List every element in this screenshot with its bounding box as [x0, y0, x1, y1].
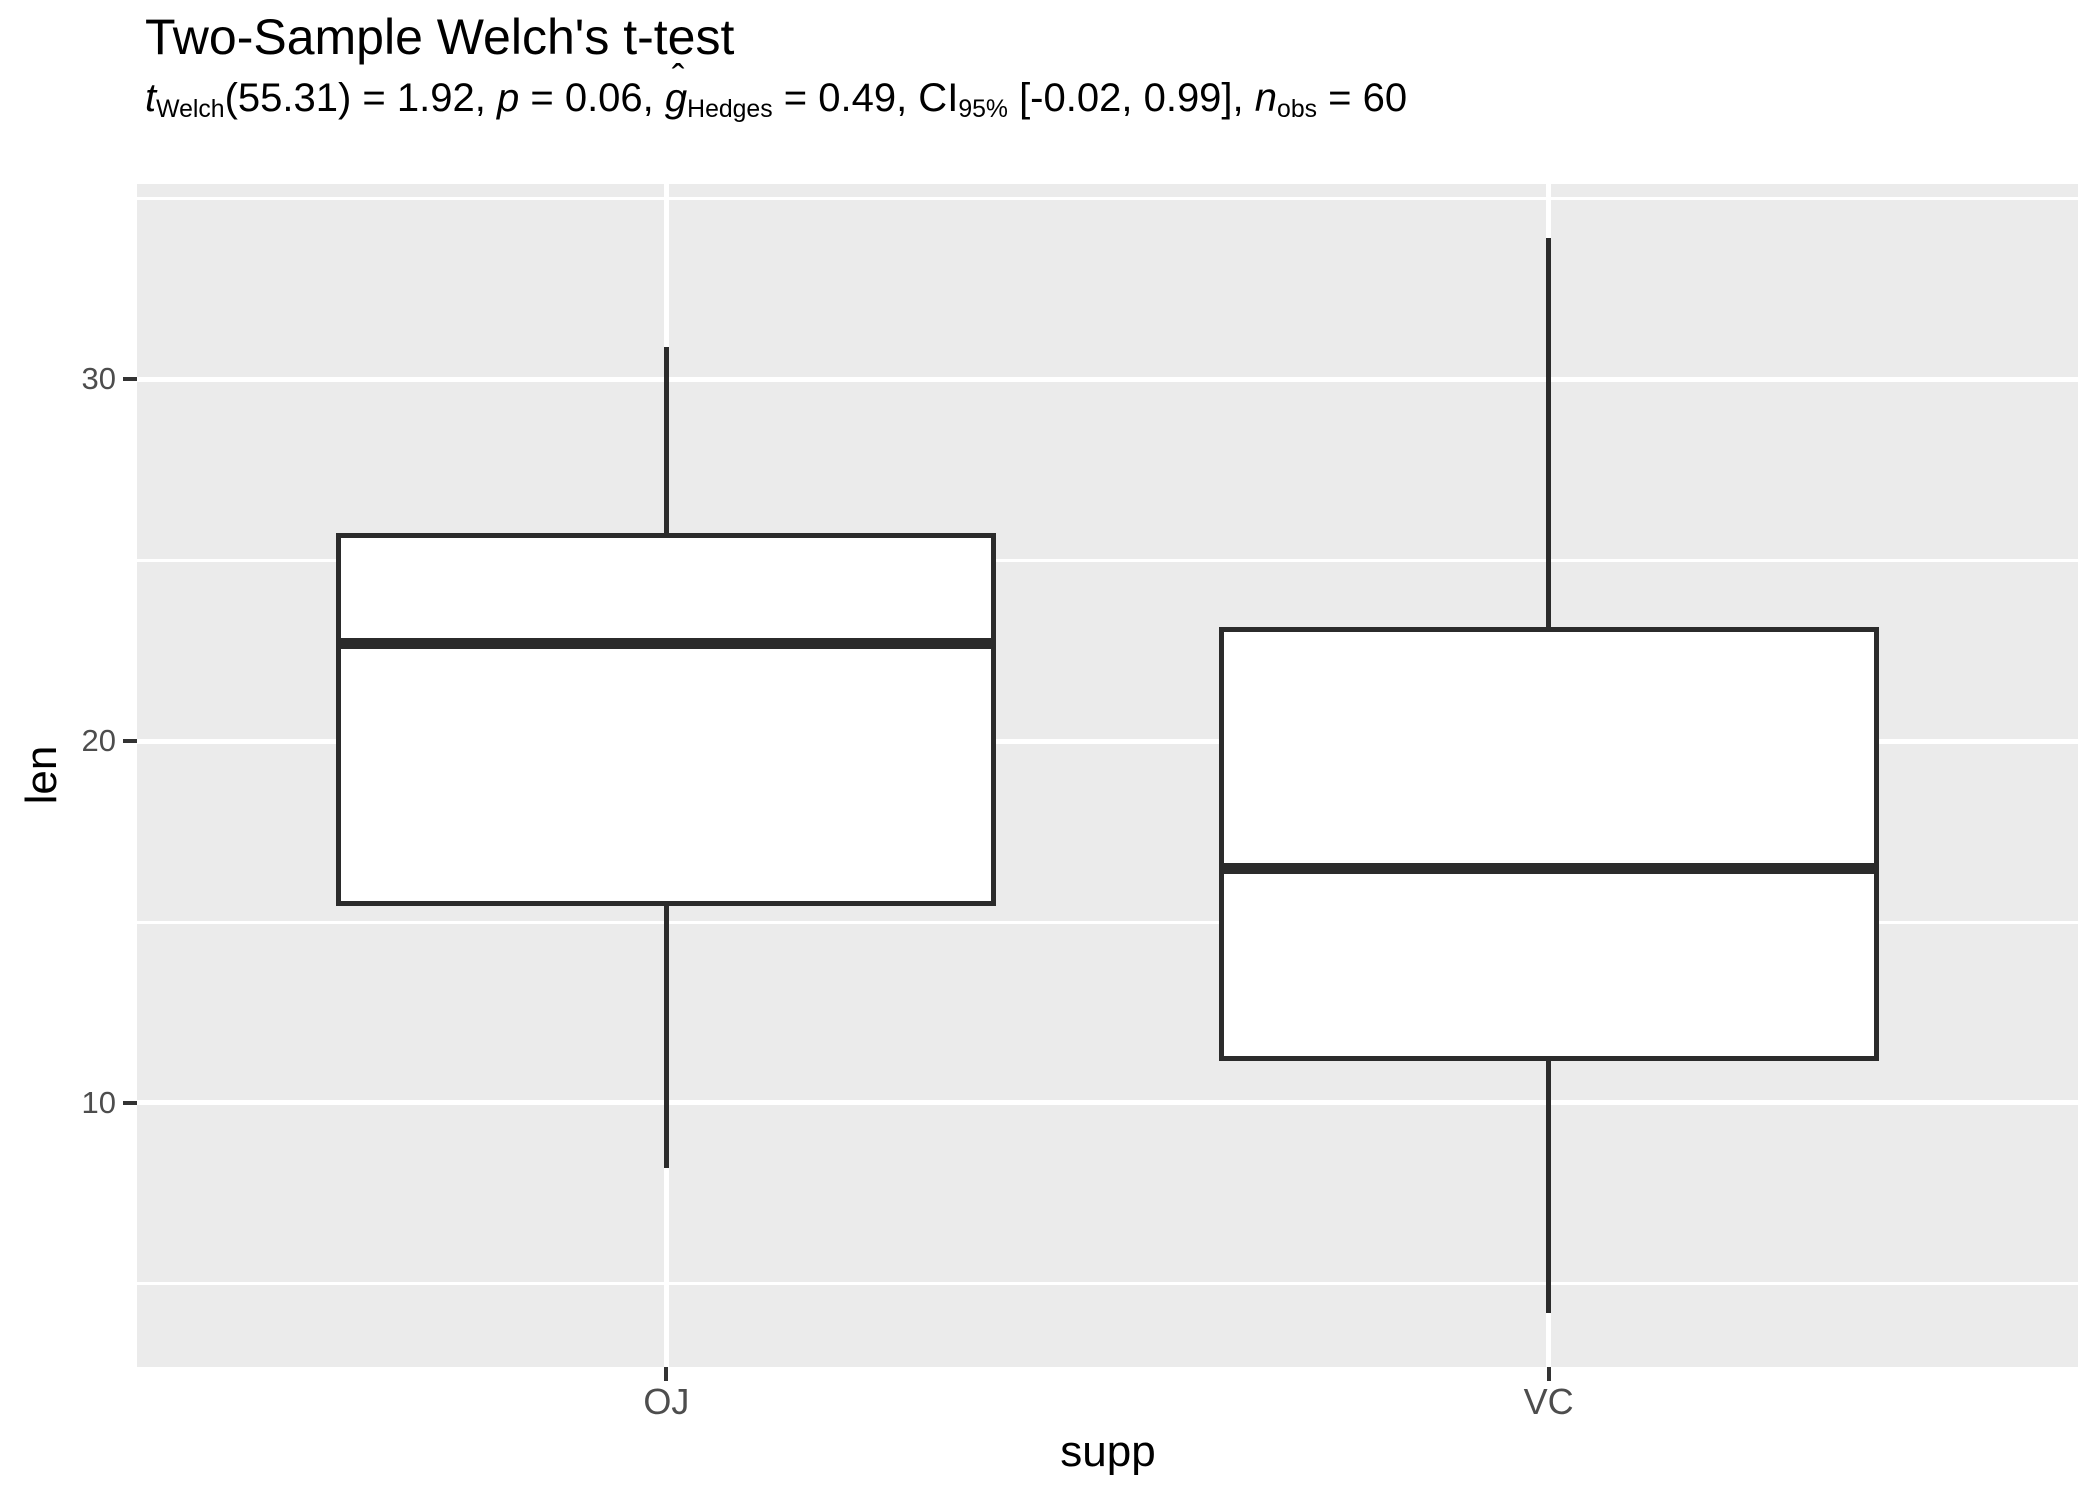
- gridline-major-y-20: [137, 738, 2078, 744]
- subtitle-segment: g: [665, 76, 687, 121]
- whisker-upper-vc: [1546, 238, 1552, 629]
- median-line-vc: [1218, 862, 1879, 874]
- x-axis-title: supp: [1060, 1427, 1156, 1476]
- plot-panel: [137, 184, 2078, 1367]
- subtitle-segment: n: [1254, 76, 1278, 120]
- subtitle-segment: 95%: [958, 96, 1008, 124]
- subtitle-segment: = 0.06,: [519, 76, 665, 120]
- box-vc: [1218, 626, 1879, 1062]
- y-tick-mark-20: [123, 739, 137, 744]
- subtitle-segment: t: [145, 76, 157, 120]
- subtitle-segment: (55.31) = 1.92,: [224, 76, 497, 120]
- subtitle-segment: Welch: [156, 96, 225, 124]
- gridline-minor-y-25: [137, 558, 2078, 562]
- whisker-upper-oj: [663, 346, 669, 535]
- subtitle-segment: Hedges: [687, 96, 773, 124]
- whisker-lower-vc: [1546, 1059, 1552, 1313]
- gridline-minor-y-5: [137, 1282, 2078, 1286]
- whisker-lower-oj: [663, 903, 669, 1169]
- gridline-minor-y-15: [137, 920, 2078, 924]
- plot-subtitle: tWelch(55.31) = 1.92, p = 0.06, gHedges …: [145, 76, 1407, 124]
- gridline-major-y-30: [137, 376, 2078, 382]
- gridline-major-y-10: [137, 1100, 2078, 1106]
- subtitle-segment: p: [496, 76, 520, 120]
- plot-title: Two-Sample Welch's t-test: [145, 9, 735, 65]
- median-line-oj: [336, 638, 997, 650]
- box-oj: [336, 532, 997, 906]
- x-tick-label-oj: OJ: [643, 1381, 690, 1422]
- y-tick-mark-10: [123, 1100, 137, 1105]
- x-tick-mark-oj: [664, 1367, 669, 1381]
- x-tick-mark-vc: [1546, 1367, 1551, 1381]
- y-tick-label-30: 30: [81, 361, 116, 397]
- x-tick-label-vc: VC: [1523, 1381, 1574, 1422]
- y-tick-mark-30: [123, 377, 137, 382]
- y-tick-label-20: 20: [81, 723, 116, 759]
- subtitle-segment: = 0.49, CI: [772, 76, 959, 120]
- subtitle-segment: [-0.02, 0.99],: [1007, 76, 1255, 120]
- subtitle-segment: obs: [1277, 96, 1318, 124]
- y-axis-title: len: [17, 745, 66, 805]
- y-tick-label-10: 10: [81, 1084, 116, 1120]
- subtitle-segment: = 60: [1317, 76, 1408, 120]
- gridline-minor-y-35: [137, 196, 2078, 200]
